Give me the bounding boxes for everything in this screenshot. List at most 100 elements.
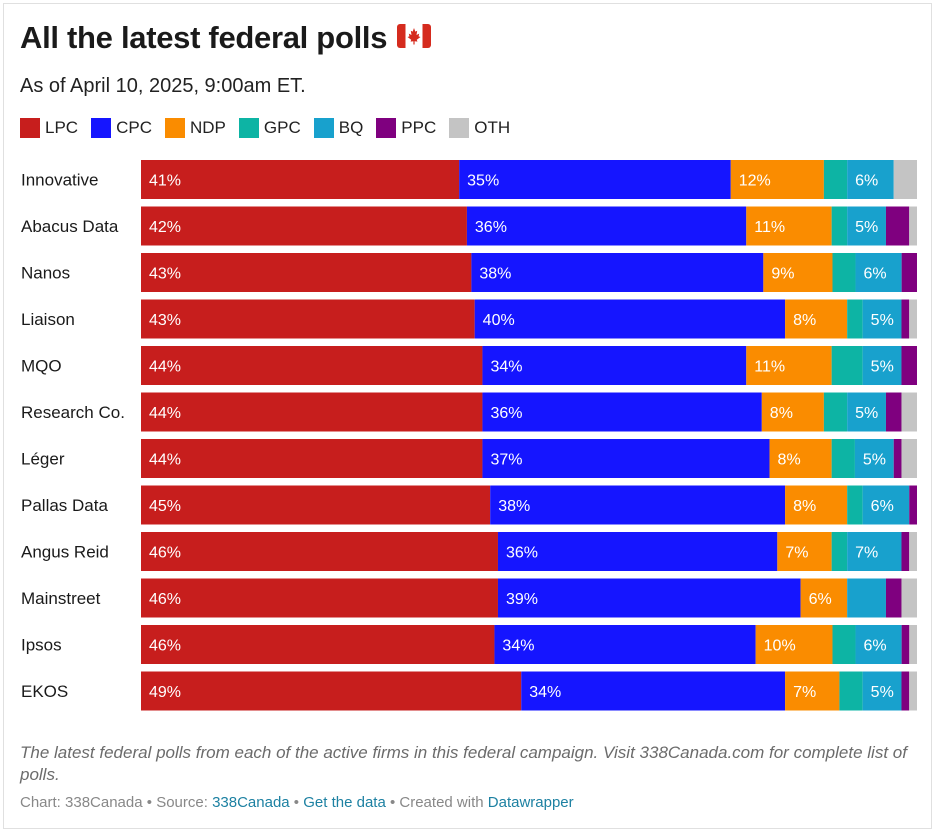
bar-segment-bq	[862, 671, 902, 711]
bar-segment-ndp	[785, 485, 848, 525]
data-label: 40%	[483, 312, 515, 329]
bar-segment-gpc	[832, 253, 856, 292]
get-the-data-link[interactable]: Get the data	[303, 794, 386, 811]
bar-segment-cpc	[494, 625, 756, 664]
bar-segment-gpc	[831, 346, 863, 385]
bar-segment-ppc	[901, 532, 910, 571]
bar-segment-bq	[855, 625, 902, 664]
data-label: 7%	[785, 545, 808, 562]
footer-source-link[interactable]: 338Canada	[212, 794, 290, 811]
bar-row: Research Co. 44% 36% 8% 5%	[21, 392, 917, 432]
bar-segment-oth	[909, 625, 917, 664]
data-label: 36%	[506, 545, 538, 562]
bar-segment-bq	[847, 206, 886, 246]
bar-segment-oth	[893, 160, 917, 199]
legend-item-lpc: LPC	[20, 118, 78, 138]
bar-segment-ppc	[909, 485, 917, 525]
bar-segment-bq	[862, 299, 902, 339]
legend-label: GPC	[263, 118, 301, 137]
category-label: Pallas Data	[21, 496, 108, 515]
bar-row: Ipsos 46% 34% 10% 6%	[21, 625, 917, 664]
data-label: 5%	[855, 219, 878, 236]
legend-swatch	[20, 118, 40, 138]
data-label: 46%	[149, 591, 181, 608]
bar-segment-bq	[847, 392, 886, 432]
bar-segment-cpc	[497, 532, 778, 571]
footer-chart-credit: Chart: 338Canada	[20, 794, 143, 811]
legend-label: BQ	[338, 118, 364, 137]
legend-swatch	[238, 118, 259, 138]
category-label: Nanos	[21, 264, 70, 283]
bar-segment-lpc	[141, 625, 495, 664]
bar-row: Liaison 43% 40% 8% 5%	[21, 299, 917, 339]
bar-segment-lpc	[141, 439, 483, 478]
data-label: 5%	[871, 359, 894, 376]
data-label: 44%	[149, 405, 181, 422]
data-label: 34%	[490, 359, 522, 376]
bar-segment-ndp	[769, 439, 832, 478]
bar-segment-ndp	[777, 532, 832, 571]
canada-flag-icon	[397, 20, 432, 56]
legend-item-bq: BQ	[313, 118, 364, 138]
legend-label: PPC	[401, 118, 437, 137]
bar-segment-gpc	[839, 671, 863, 711]
category-label: Abacus Data	[21, 217, 119, 236]
bar-segment-gpc	[847, 485, 863, 525]
bar-segment-ppc	[885, 392, 902, 432]
bar-segment-ndp	[763, 253, 833, 292]
bar-segment-lpc	[141, 392, 483, 432]
bar-segment-bq	[847, 532, 902, 571]
bar-segment-ndp	[800, 578, 848, 618]
bar-segment-gpc	[847, 299, 863, 339]
bar-segment-lpc	[141, 485, 491, 525]
data-label: 39%	[506, 591, 538, 608]
bar-segment-lpc	[141, 299, 475, 339]
data-label: 34%	[529, 684, 561, 701]
legend-swatch	[164, 118, 185, 138]
data-label: 35%	[467, 173, 499, 190]
bar-segment-oth	[909, 299, 917, 339]
data-label: 6%	[864, 638, 887, 655]
data-label: 7%	[793, 684, 816, 701]
legend-swatch	[376, 118, 397, 138]
data-label: 5%	[863, 452, 886, 469]
data-label: 46%	[149, 545, 181, 562]
bar-segment-gpc	[832, 625, 856, 664]
data-label: 12%	[739, 173, 771, 190]
bar-segment-gpc	[823, 392, 848, 432]
chart-legend: LPC CPC NDP GPC BQ PPC OTH	[20, 118, 523, 138]
legend-swatch	[313, 118, 334, 138]
bar-segment-bq	[847, 578, 886, 618]
data-label: 41%	[149, 173, 181, 190]
bar-row: Mainstreet 46% 39% 6%	[21, 578, 917, 618]
data-label: 5%	[871, 684, 894, 701]
category-label: Mainstreet	[21, 589, 101, 608]
legend-item-cpc: CPC	[91, 118, 152, 138]
bar-segment-bq	[854, 439, 894, 478]
footer-separator: •	[289, 794, 304, 811]
data-label: 36%	[490, 405, 522, 422]
data-label: 43%	[149, 312, 181, 329]
legend-item-ndp: NDP	[164, 118, 226, 138]
bar-segment-ppc	[893, 439, 902, 478]
category-label: MQO	[21, 357, 62, 376]
category-label: Léger	[21, 450, 65, 469]
bar-segment-cpc	[482, 439, 770, 478]
footer-separator: •	[142, 794, 157, 811]
bar-segment-gpc	[831, 439, 855, 478]
bar-row: Nanos 43% 38% 9% 6%	[21, 253, 917, 292]
bar-segment-ppc	[901, 253, 917, 292]
data-label: 38%	[479, 266, 511, 283]
bar-segment-lpc	[141, 532, 498, 571]
chart-footer: Chart: 338Canada • Source: 338Canada • G…	[20, 794, 574, 811]
legend-swatch	[449, 118, 470, 138]
data-label: 8%	[778, 452, 801, 469]
bar-segment-lpc	[141, 253, 472, 292]
datawrapper-link[interactable]: Datawrapper	[487, 794, 574, 811]
bar-row: Pallas Data 45% 38% 8% 6%	[21, 485, 917, 525]
data-label: 6%	[855, 173, 878, 190]
bar-segment-ppc	[901, 625, 910, 664]
bar-segment-bq	[862, 346, 902, 385]
bar-segment-oth	[901, 439, 917, 478]
legend-swatch	[91, 118, 112, 138]
